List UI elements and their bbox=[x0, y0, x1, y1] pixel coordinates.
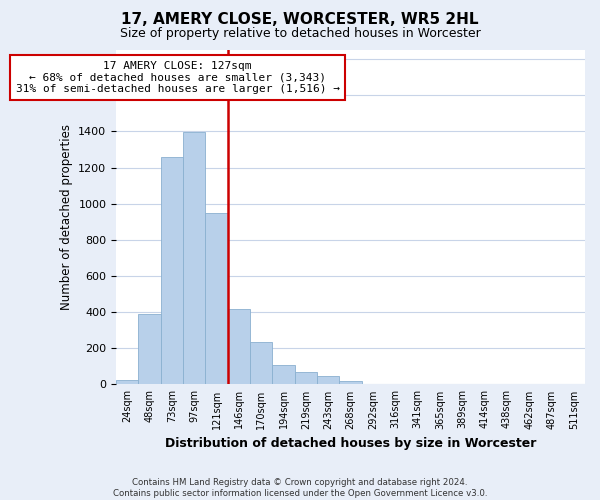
Bar bbox=[295, 372, 317, 384]
Bar bbox=[250, 342, 272, 384]
Bar bbox=[272, 364, 295, 384]
Text: Size of property relative to detached houses in Worcester: Size of property relative to detached ho… bbox=[119, 28, 481, 40]
Bar bbox=[116, 380, 139, 384]
X-axis label: Distribution of detached houses by size in Worcester: Distribution of detached houses by size … bbox=[165, 437, 536, 450]
Bar bbox=[340, 381, 362, 384]
Text: 17 AMERY CLOSE: 127sqm
← 68% of detached houses are smaller (3,343)
31% of semi-: 17 AMERY CLOSE: 127sqm ← 68% of detached… bbox=[16, 61, 340, 94]
Bar bbox=[317, 376, 340, 384]
Bar bbox=[205, 212, 228, 384]
Y-axis label: Number of detached properties: Number of detached properties bbox=[60, 124, 73, 310]
Bar bbox=[139, 314, 161, 384]
Text: Contains HM Land Registry data © Crown copyright and database right 2024.
Contai: Contains HM Land Registry data © Crown c… bbox=[113, 478, 487, 498]
Text: 17, AMERY CLOSE, WORCESTER, WR5 2HL: 17, AMERY CLOSE, WORCESTER, WR5 2HL bbox=[121, 12, 479, 28]
Bar bbox=[183, 132, 205, 384]
Bar bbox=[161, 156, 183, 384]
Bar bbox=[228, 310, 250, 384]
